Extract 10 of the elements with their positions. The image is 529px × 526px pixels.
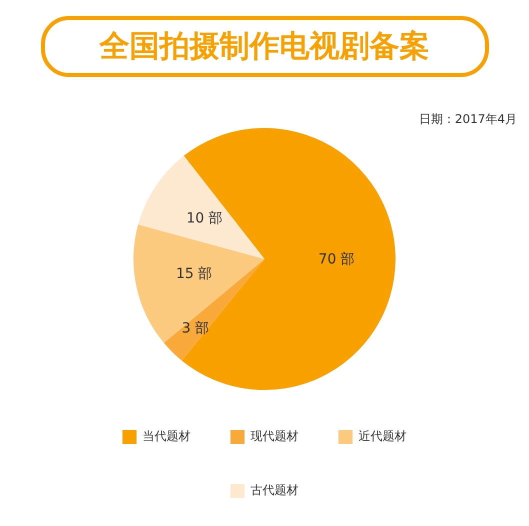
legend-label: 古代题材	[250, 483, 298, 498]
data-label: 70 部	[318, 251, 355, 268]
legend-label: 当代题材	[142, 429, 190, 444]
legend-label: 近代题材	[358, 429, 406, 444]
data-label: 10 部	[186, 210, 223, 227]
legend-label: 现代题材	[250, 429, 298, 444]
chart-title: 全国拍摄制作电视剧备案	[40, 16, 488, 77]
data-label: 15 部	[176, 266, 212, 282]
text: 日期：2017年4月	[418, 111, 517, 128]
data-label: 3 部	[182, 320, 210, 337]
